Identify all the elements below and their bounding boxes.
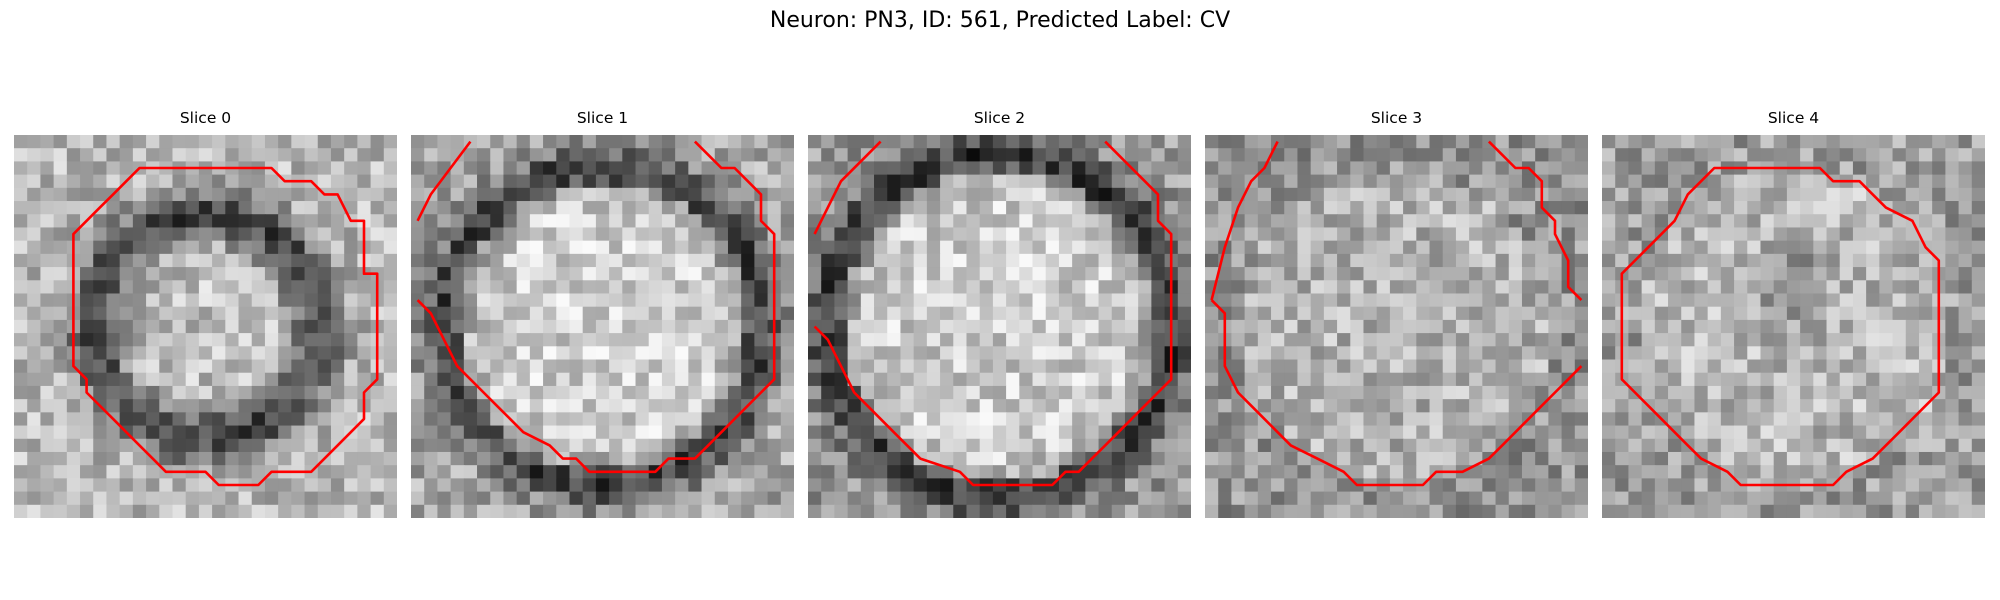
slice-title: Slice 3 — [1370, 109, 1423, 127]
slice-panel-0: Slice 0 — [14, 108, 397, 528]
slice-image — [1205, 135, 1588, 518]
slice-pixel-grid — [1205, 135, 1588, 518]
slice-image — [14, 135, 397, 518]
slice-title: Slice 4 — [1767, 109, 1820, 127]
slice-pixel-grid — [14, 135, 397, 518]
slice-image — [411, 135, 794, 518]
pixel-mosaic — [1602, 135, 1985, 518]
segmentation-contour — [1210, 299, 1583, 487]
segmentation-contour — [1487, 140, 1583, 302]
slice-pixel-grid — [1602, 135, 1985, 518]
segmentation-contour — [1210, 141, 1279, 301]
pixel-mosaic — [808, 135, 1191, 518]
slice-title: Slice 0 — [179, 109, 232, 127]
slice-panel-1: Slice 1 — [411, 108, 794, 528]
segmentation-contour — [72, 166, 379, 487]
segmentation-contour — [1620, 166, 1941, 487]
slice-title: Slice 2 — [973, 109, 1026, 127]
segmentation-contour — [813, 140, 1173, 487]
slice-panel-2: Slice 2 — [808, 108, 1191, 528]
figure-title: Neuron: PN3, ID: 561, Predicted Label: C… — [769, 8, 1231, 33]
pixel-mosaic — [1205, 135, 1588, 518]
slice-pixel-grid — [808, 135, 1191, 518]
slice-image — [808, 135, 1191, 518]
slice-pixel-grid — [411, 135, 794, 518]
slice-panel-4: Slice 4 — [1602, 108, 1985, 528]
slice-panel-3: Slice 3 — [1205, 108, 1588, 528]
pixel-mosaic — [411, 135, 794, 518]
slice-title: Slice 1 — [576, 109, 629, 127]
segmentation-contour — [416, 140, 472, 222]
segmentation-contour — [813, 140, 882, 235]
slice-image — [1602, 135, 1985, 518]
pixel-mosaic — [14, 135, 397, 518]
segmentation-contour — [416, 140, 776, 474]
